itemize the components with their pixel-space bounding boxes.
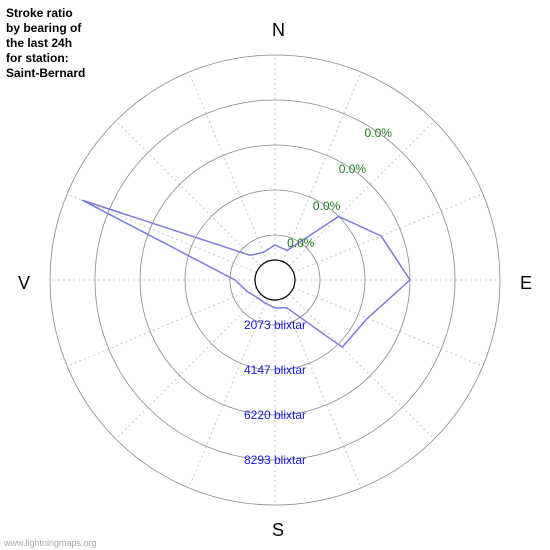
cardinal-S: S (272, 520, 284, 541)
cardinal-V: V (18, 273, 30, 294)
polar-chart-container: Stroke ratio by bearing of the last 24h … (0, 0, 550, 550)
ring-count-label-3: 8293 blixtar (244, 453, 306, 467)
ring-pct-label-0: 0.0% (287, 236, 314, 250)
ring-count-label-0: 2073 blixtar (244, 318, 306, 332)
polar-plot-svg (0, 0, 550, 550)
footer-credit: www.lightningmaps.org (4, 538, 97, 548)
ring-pct-label-2: 0.0% (339, 162, 366, 176)
ring-count-label-2: 6220 blixtar (244, 408, 306, 422)
cardinal-E: E (520, 273, 532, 294)
ring-pct-label-1: 0.0% (313, 199, 340, 213)
cardinal-N: N (272, 20, 285, 41)
ring-pct-label-3: 0.0% (365, 126, 392, 140)
ring-count-label-1: 4147 blixtar (244, 363, 306, 377)
